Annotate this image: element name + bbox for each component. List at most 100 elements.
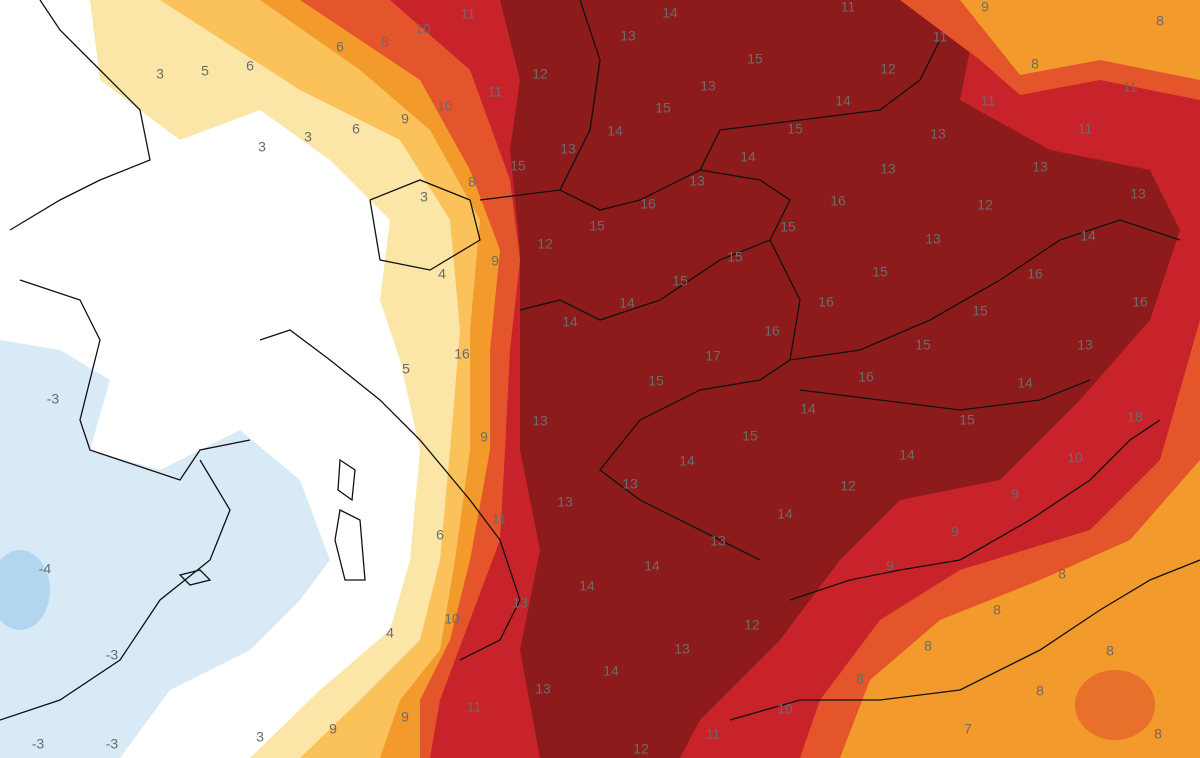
cold-zone [0, 340, 330, 758]
anomaly-label: 15 [648, 373, 664, 389]
anomaly-label: 14 [1017, 375, 1033, 391]
anomaly-label: 10 [1067, 450, 1083, 466]
anomaly-label: 14 [899, 447, 915, 463]
anomaly-label: 13 [512, 595, 528, 611]
anomaly-label: 11 [488, 84, 503, 100]
anomaly-label: 14 [619, 295, 635, 311]
anomaly-label: -3 [106, 647, 119, 663]
anomaly-label: 6 [336, 39, 344, 55]
anomaly-label: 11 [1078, 121, 1093, 137]
anomaly-label: 12 [532, 66, 548, 82]
anomaly-label: 8 [1036, 683, 1044, 699]
anomaly-label: 8 [856, 671, 864, 687]
anomaly-label: 11 [1123, 79, 1138, 95]
anomaly-label: 13 [1077, 337, 1093, 353]
anomaly-label: 4 [438, 266, 446, 282]
anomaly-label: 3 [304, 129, 312, 145]
anomaly-label: 9 [401, 709, 409, 725]
anomaly-label: 11 [706, 726, 721, 742]
anomaly-label: 9 [480, 429, 488, 445]
anomaly-label: 11 [467, 699, 482, 715]
anomaly-label: 14 [607, 123, 623, 139]
anomaly-label: 15 [747, 51, 763, 67]
anomaly-label: 13 [674, 641, 690, 657]
borders [0, 0, 1200, 721]
anomaly-label: 12 [744, 617, 760, 633]
anomaly-label: 15 [672, 273, 688, 289]
anomaly-label: 6 [246, 58, 254, 74]
anomaly-label: 14 [740, 149, 756, 165]
anomaly-label: -3 [32, 736, 45, 752]
anomaly-label: 14 [562, 314, 578, 330]
anomaly-label: 14 [662, 5, 678, 21]
anomaly-label: 15 [742, 428, 758, 444]
anomaly-label: 13 [1032, 159, 1048, 175]
anomaly-label: 16 [830, 193, 846, 209]
anomaly-label: 15 [510, 158, 526, 174]
anomaly-label: 12 [840, 478, 856, 494]
anomaly-label: 14 [579, 578, 595, 594]
cold-core [0, 550, 50, 630]
anomaly-label: 15 [972, 303, 988, 319]
anomaly-label: 8 [1154, 726, 1162, 742]
anomaly-label: 15 [959, 412, 975, 428]
anomaly-label: 16 [764, 323, 780, 339]
anomaly-label: 11 [841, 0, 856, 15]
anomaly-label: 18 [1127, 409, 1143, 425]
anomaly-label: 8 [993, 602, 1001, 618]
anomaly-label: -3 [47, 391, 60, 407]
anomaly-label: 12 [633, 741, 649, 757]
anomaly-label: 16 [1132, 294, 1148, 310]
anomaly-label: 3 [420, 189, 428, 205]
anomaly-label: 11 [981, 93, 996, 109]
anomaly-label: 8 [924, 638, 932, 654]
anomaly-label: 9 [951, 524, 959, 540]
anomaly-label: 10 [777, 701, 793, 717]
anomaly-label: 9 [401, 111, 409, 127]
anomaly-label: 16 [454, 346, 470, 362]
anomaly-label: 9 [1011, 486, 1019, 502]
anomaly-label: 10 [444, 611, 460, 627]
anomaly-label: 10 [437, 98, 453, 114]
anomaly-label: 5 [201, 63, 209, 79]
anomaly-label: 14 [777, 506, 793, 522]
anomaly-label: 13 [532, 413, 548, 429]
anomaly-label: 17 [705, 348, 721, 364]
anomaly-label: 14 [603, 663, 619, 679]
anomaly-label: 14 [835, 93, 851, 109]
anomaly-label: 8 [1106, 643, 1114, 659]
labels: 11 14 11 9 8 13 10 8 6 15 12 8 11 3 5 6 11 12 13 14 11 10 9 11 3… [32, 0, 1164, 757]
anomaly-label: 15 [872, 264, 888, 280]
anomaly-label: 14 [644, 558, 660, 574]
anomaly-label: 11 [933, 29, 948, 45]
anomaly-label: 13 [620, 28, 636, 44]
anomaly-label: 15 [589, 218, 605, 234]
anomaly-label: 13 [535, 681, 551, 697]
anomaly-label: 16 [858, 369, 874, 385]
anomaly-label: 13 [880, 161, 896, 177]
anomaly-label: -4 [39, 561, 52, 577]
anomaly-label: 12 [537, 236, 553, 252]
anomaly-label: 9 [329, 721, 337, 737]
anomaly-label: 13 [700, 78, 716, 94]
anomaly-label: 8 [381, 34, 389, 50]
zone-orange-core [1075, 670, 1155, 740]
zone-dark-red [500, 0, 1180, 758]
anomaly-label: 13 [689, 173, 705, 189]
anomaly-label: 9 [886, 558, 894, 574]
anomaly-label: 7 [964, 721, 972, 737]
anomaly-label: 11 [492, 511, 507, 527]
anomaly-label: 14 [679, 453, 695, 469]
anomaly-label: 11 [461, 6, 476, 22]
anomaly-label: 15 [780, 219, 796, 235]
anomaly-label: 13 [925, 231, 941, 247]
anomaly-label: 6 [352, 121, 360, 137]
anomaly-label: 16 [1027, 266, 1043, 282]
anomaly-label: 13 [710, 533, 726, 549]
anomaly-label: 8 [1058, 566, 1066, 582]
anomaly-label: 13 [557, 494, 573, 510]
anomaly-label: 14 [800, 401, 816, 417]
anomaly-label: 9 [981, 0, 989, 15]
anomaly-label: 15 [727, 249, 743, 265]
anomaly-label: 8 [1156, 13, 1164, 29]
